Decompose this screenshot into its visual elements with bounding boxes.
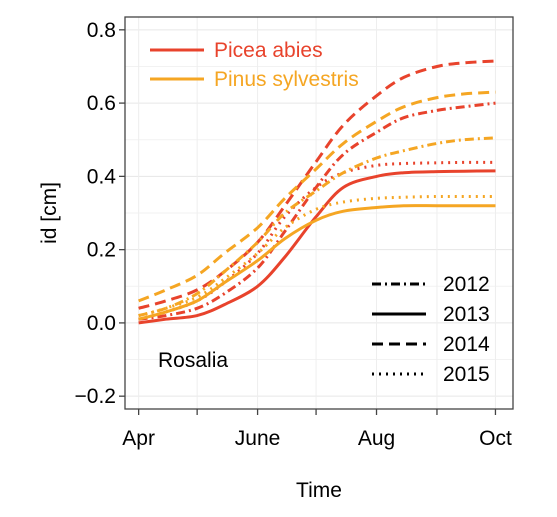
axes: −0.2 0.0 0.2 0.4 0.6 0.8 Apr June Aug Oct [75, 19, 512, 450]
year-legend-label: 2015 [443, 363, 490, 386]
y-tick-label: 0.2 [87, 239, 116, 262]
y-tick-label: 0.6 [87, 92, 116, 115]
year-legend: 2012 2013 2014 2015 [372, 273, 490, 386]
y-tick-label: 0.8 [87, 19, 116, 42]
series-line-pinus-sylvestris-2012 [138, 136, 496, 318]
y-tick-label: 0.0 [87, 312, 116, 335]
y-axis-title: id [cm] [38, 182, 61, 244]
year-legend-label: 2013 [443, 303, 490, 326]
series-line-pinus-sylvestris-2014 [138, 90, 496, 303]
series-line-picea-abies-2013 [138, 169, 496, 325]
year-legend-label: 2012 [443, 273, 490, 296]
series-line-picea-abies-2014 [138, 59, 496, 310]
year-legend-label: 2014 [443, 333, 490, 356]
x-tick-label: Apr [122, 427, 155, 450]
species-legend-label: Pinus sylvestris [214, 68, 359, 91]
x-tick-label: June [235, 427, 281, 450]
y-tick-label: 0.4 [87, 165, 117, 188]
species-legend-label: Picea abies [214, 39, 323, 62]
species-legend: Picea abies Pinus sylvestris [150, 39, 359, 91]
series-line-pinus-sylvestris-2013 [138, 204, 496, 321]
x-axis-title: Time [296, 479, 342, 502]
x-tick-label: Oct [479, 427, 512, 450]
y-tick-label: −0.2 [75, 385, 116, 408]
plot-border [124, 16, 514, 410]
series-line-picea-abies-2012 [138, 101, 496, 321]
x-tick-label: Aug [358, 427, 395, 450]
series-lines [138, 59, 496, 325]
site-annotation: Rosalia [158, 349, 228, 372]
grid [125, 17, 513, 409]
